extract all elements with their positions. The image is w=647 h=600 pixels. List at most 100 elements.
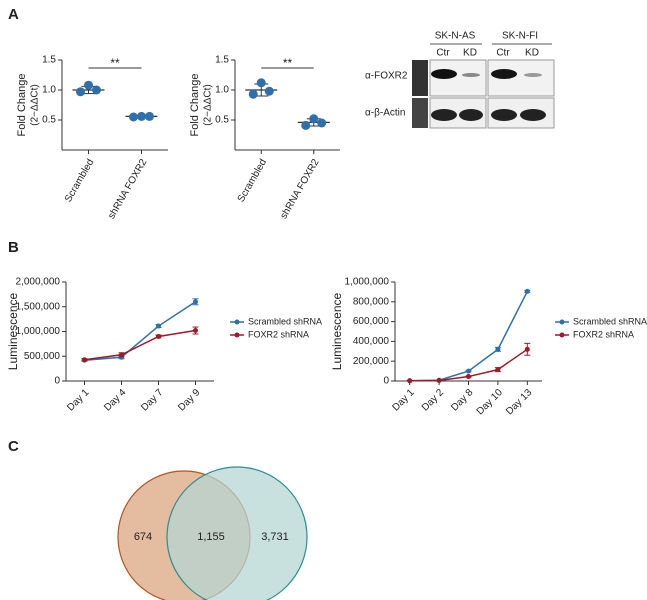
legend-label: FOXR2 shRNA bbox=[248, 329, 309, 339]
x-tick-label: shRNA FOXR2 bbox=[106, 157, 149, 221]
venn-set bbox=[166, 466, 308, 600]
antibody-label: α-β-Actin bbox=[365, 108, 405, 119]
lane-label: KD bbox=[525, 48, 539, 59]
y-tick-label: 0.5 bbox=[215, 115, 229, 126]
point bbox=[156, 323, 161, 329]
point bbox=[256, 78, 266, 88]
x-tick-label: shRNA FOXR2 bbox=[278, 157, 321, 221]
y-tick-label: 1.5 bbox=[42, 55, 56, 66]
point bbox=[248, 89, 258, 99]
venn-count: 3,731 bbox=[261, 531, 289, 543]
y-axis-label: Luminescence bbox=[330, 292, 344, 370]
point bbox=[145, 111, 154, 121]
panel-letter: A bbox=[8, 6, 19, 23]
x-tick-label: Day 2 bbox=[420, 387, 447, 414]
band bbox=[524, 73, 542, 77]
point bbox=[495, 367, 501, 373]
legend-swatch bbox=[559, 332, 565, 338]
venn-count: 674 bbox=[134, 531, 152, 543]
y-tick-label: 1.0 bbox=[42, 85, 56, 96]
y-axis-label: (2−ΔΔCt) bbox=[30, 84, 41, 125]
point bbox=[84, 80, 93, 90]
y-tick-label: 1.5 bbox=[215, 55, 229, 66]
y-tick-label: 600,000 bbox=[353, 316, 390, 327]
y-tick-label: 0.5 bbox=[42, 115, 56, 126]
series-line bbox=[84, 301, 196, 361]
point bbox=[466, 368, 471, 374]
point bbox=[193, 328, 198, 334]
y-axis-label: Fold Change bbox=[189, 74, 201, 137]
point bbox=[301, 120, 311, 130]
x-tick-label: Day 1 bbox=[390, 387, 417, 414]
y-tick-label: 500,000 bbox=[24, 351, 61, 362]
y-tick-label: 1,000,000 bbox=[345, 277, 390, 288]
cell-line: SK-N-FI bbox=[502, 31, 538, 42]
band bbox=[520, 109, 546, 121]
y-tick-label: 0 bbox=[54, 376, 60, 387]
point bbox=[495, 346, 501, 352]
lane-label: KD bbox=[463, 48, 477, 59]
y-tick-label: 1.0 bbox=[215, 85, 229, 96]
x-tick-label: Day 8 bbox=[449, 387, 476, 414]
significance-label: ** bbox=[110, 56, 120, 70]
y-tick-label: 800,000 bbox=[353, 296, 390, 307]
legend-swatch bbox=[234, 319, 240, 325]
antibody-label: α-FOXR2 bbox=[365, 71, 408, 82]
band bbox=[459, 109, 483, 121]
point bbox=[82, 357, 87, 363]
x-tick-label: Scrambled bbox=[236, 157, 269, 204]
legend-label: Scrambled shRNA bbox=[248, 316, 322, 326]
y-tick-label: 200,000 bbox=[353, 356, 390, 367]
ladder bbox=[412, 98, 428, 128]
x-tick-label: Day 7 bbox=[139, 387, 166, 414]
point bbox=[466, 374, 471, 380]
band bbox=[431, 69, 457, 79]
significance-label: ** bbox=[283, 56, 293, 70]
y-tick-label: 2,000,000 bbox=[16, 277, 61, 288]
point bbox=[407, 378, 413, 384]
legend-label: Scrambled shRNA bbox=[573, 316, 647, 326]
venn-count: 1,155 bbox=[197, 531, 225, 543]
lane-label: Ctr bbox=[496, 48, 510, 59]
point bbox=[436, 378, 442, 384]
point bbox=[264, 86, 274, 96]
ladder bbox=[412, 60, 428, 96]
lane-label: Ctr bbox=[436, 48, 450, 59]
x-tick-label: Scrambled bbox=[63, 157, 96, 204]
legend-swatch bbox=[559, 319, 565, 325]
point bbox=[193, 299, 198, 305]
band bbox=[491, 109, 517, 121]
y-axis-label: (2−ΔΔCt) bbox=[203, 84, 214, 125]
panel-letter: B bbox=[8, 239, 19, 256]
x-tick-label: Day 4 bbox=[102, 387, 129, 414]
y-axis-label: Luminescence bbox=[6, 292, 20, 370]
point bbox=[76, 87, 85, 97]
series-line bbox=[409, 291, 528, 382]
y-tick-label: 400,000 bbox=[353, 336, 390, 347]
point bbox=[317, 118, 327, 128]
y-axis-label: Fold Change bbox=[16, 74, 28, 137]
point bbox=[524, 346, 530, 352]
y-tick-label: 1,000,000 bbox=[16, 326, 61, 337]
x-tick-label: Day 13 bbox=[504, 387, 534, 417]
point bbox=[92, 85, 101, 95]
point bbox=[524, 288, 530, 294]
band bbox=[462, 73, 480, 77]
x-tick-label: Day 10 bbox=[475, 387, 505, 417]
y-tick-label: 0 bbox=[383, 376, 389, 387]
point bbox=[156, 333, 161, 339]
legend-label: FOXR2 shRNA bbox=[573, 329, 634, 339]
cell-line: SK-N-AS bbox=[435, 31, 476, 42]
point bbox=[129, 112, 138, 122]
y-tick-label: 1,500,000 bbox=[16, 301, 61, 312]
series-line bbox=[84, 329, 196, 361]
panel-letter: C bbox=[8, 438, 19, 455]
x-tick-label: Day 9 bbox=[176, 387, 203, 414]
western-blot: SK-N-AS SK-N-FI Ctr KD Ctr KD α-FOXR2 α-… bbox=[365, 31, 555, 129]
band bbox=[431, 109, 457, 121]
point bbox=[137, 111, 146, 121]
x-tick-label: Day 1 bbox=[65, 387, 92, 414]
point bbox=[119, 352, 124, 358]
